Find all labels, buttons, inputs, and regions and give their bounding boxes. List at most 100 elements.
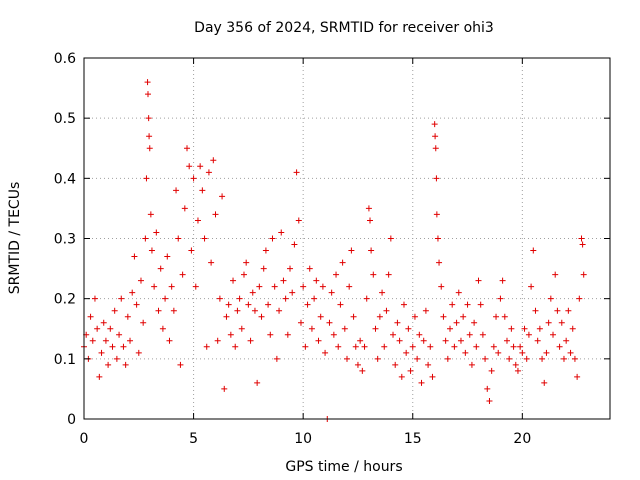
data-point bbox=[295, 217, 302, 224]
data-point bbox=[184, 145, 191, 152]
data-point bbox=[129, 289, 136, 296]
data-point bbox=[113, 355, 120, 362]
axis-ticks bbox=[83, 57, 610, 420]
data-point bbox=[236, 295, 243, 302]
data-point bbox=[181, 205, 188, 212]
data-point bbox=[311, 295, 318, 302]
data-point bbox=[289, 289, 296, 296]
data-point bbox=[392, 361, 399, 368]
data-point bbox=[273, 355, 280, 362]
data-point bbox=[390, 331, 397, 338]
y-tick-label: 0.4 bbox=[54, 171, 76, 187]
data-point bbox=[205, 169, 212, 176]
data-point bbox=[495, 349, 502, 356]
data-point bbox=[120, 343, 127, 350]
data-point bbox=[212, 211, 219, 218]
data-point bbox=[418, 379, 425, 386]
data-point bbox=[297, 319, 304, 326]
data-point bbox=[337, 301, 344, 308]
data-point bbox=[425, 361, 432, 368]
data-point bbox=[396, 337, 403, 344]
data-point bbox=[519, 349, 526, 356]
data-point bbox=[493, 313, 500, 320]
data-point bbox=[319, 283, 326, 290]
data-point bbox=[354, 361, 361, 368]
data-point bbox=[365, 205, 372, 212]
data-point bbox=[280, 277, 287, 284]
data-point bbox=[124, 313, 131, 320]
data-point bbox=[192, 283, 199, 290]
data-point bbox=[153, 229, 160, 236]
data-point bbox=[370, 271, 377, 278]
data-point bbox=[381, 343, 388, 350]
data-point bbox=[486, 397, 493, 404]
data-point bbox=[460, 313, 467, 320]
data-point bbox=[341, 325, 348, 332]
data-point bbox=[179, 271, 186, 278]
data-point bbox=[300, 283, 307, 290]
data-point bbox=[434, 235, 441, 242]
data-point bbox=[407, 367, 414, 374]
data-point bbox=[194, 217, 201, 224]
data-point bbox=[554, 307, 561, 314]
data-point bbox=[107, 325, 114, 332]
data-point bbox=[197, 163, 204, 170]
data-point bbox=[348, 247, 355, 254]
data-point bbox=[350, 313, 357, 320]
plot-frame bbox=[83, 57, 611, 420]
data-point bbox=[552, 271, 559, 278]
data-point bbox=[512, 361, 519, 368]
data-point bbox=[536, 325, 543, 332]
data-point bbox=[282, 295, 289, 302]
y-tick-labels: 0 0.1 0.2 0.3 0.4 0.5 0.6 bbox=[54, 51, 76, 428]
data-point bbox=[444, 355, 451, 362]
data-point bbox=[111, 307, 118, 314]
data-point bbox=[427, 343, 434, 350]
data-point bbox=[284, 331, 291, 338]
x-tick-label: 10 bbox=[294, 431, 312, 447]
data-point bbox=[543, 349, 550, 356]
data-point bbox=[91, 295, 98, 302]
data-point bbox=[440, 313, 447, 320]
data-point bbox=[422, 307, 429, 314]
data-point bbox=[317, 313, 324, 320]
data-point bbox=[251, 307, 258, 314]
data-point bbox=[545, 319, 552, 326]
data-point bbox=[302, 343, 309, 350]
data-point bbox=[230, 277, 237, 284]
data-point bbox=[431, 121, 438, 128]
data-point bbox=[159, 325, 166, 332]
data-point bbox=[109, 343, 116, 350]
data-point bbox=[449, 301, 456, 308]
data-point bbox=[484, 385, 491, 392]
data-point bbox=[517, 343, 524, 350]
data-point bbox=[409, 343, 416, 350]
data-point bbox=[148, 247, 155, 254]
data-point bbox=[420, 337, 427, 344]
data-point bbox=[330, 331, 337, 338]
data-point bbox=[131, 253, 138, 260]
data-point bbox=[567, 349, 574, 356]
data-point bbox=[234, 307, 241, 314]
x-tick-label: 0 bbox=[80, 431, 89, 447]
data-point bbox=[339, 259, 346, 266]
data-point bbox=[534, 337, 541, 344]
data-point bbox=[267, 331, 274, 338]
data-point bbox=[499, 277, 506, 284]
data-point bbox=[523, 355, 530, 362]
data-point bbox=[477, 301, 484, 308]
data-point bbox=[414, 355, 421, 362]
data-point bbox=[186, 163, 193, 170]
y-tick-label: 0.5 bbox=[54, 111, 76, 127]
data-point bbox=[269, 235, 276, 242]
data-point bbox=[143, 175, 150, 182]
data-point bbox=[453, 319, 460, 326]
data-point bbox=[398, 373, 405, 380]
data-point bbox=[122, 361, 129, 368]
data-point bbox=[177, 361, 184, 368]
data-point bbox=[451, 343, 458, 350]
data-point bbox=[464, 301, 471, 308]
data-point bbox=[326, 319, 333, 326]
data-point bbox=[357, 337, 364, 344]
